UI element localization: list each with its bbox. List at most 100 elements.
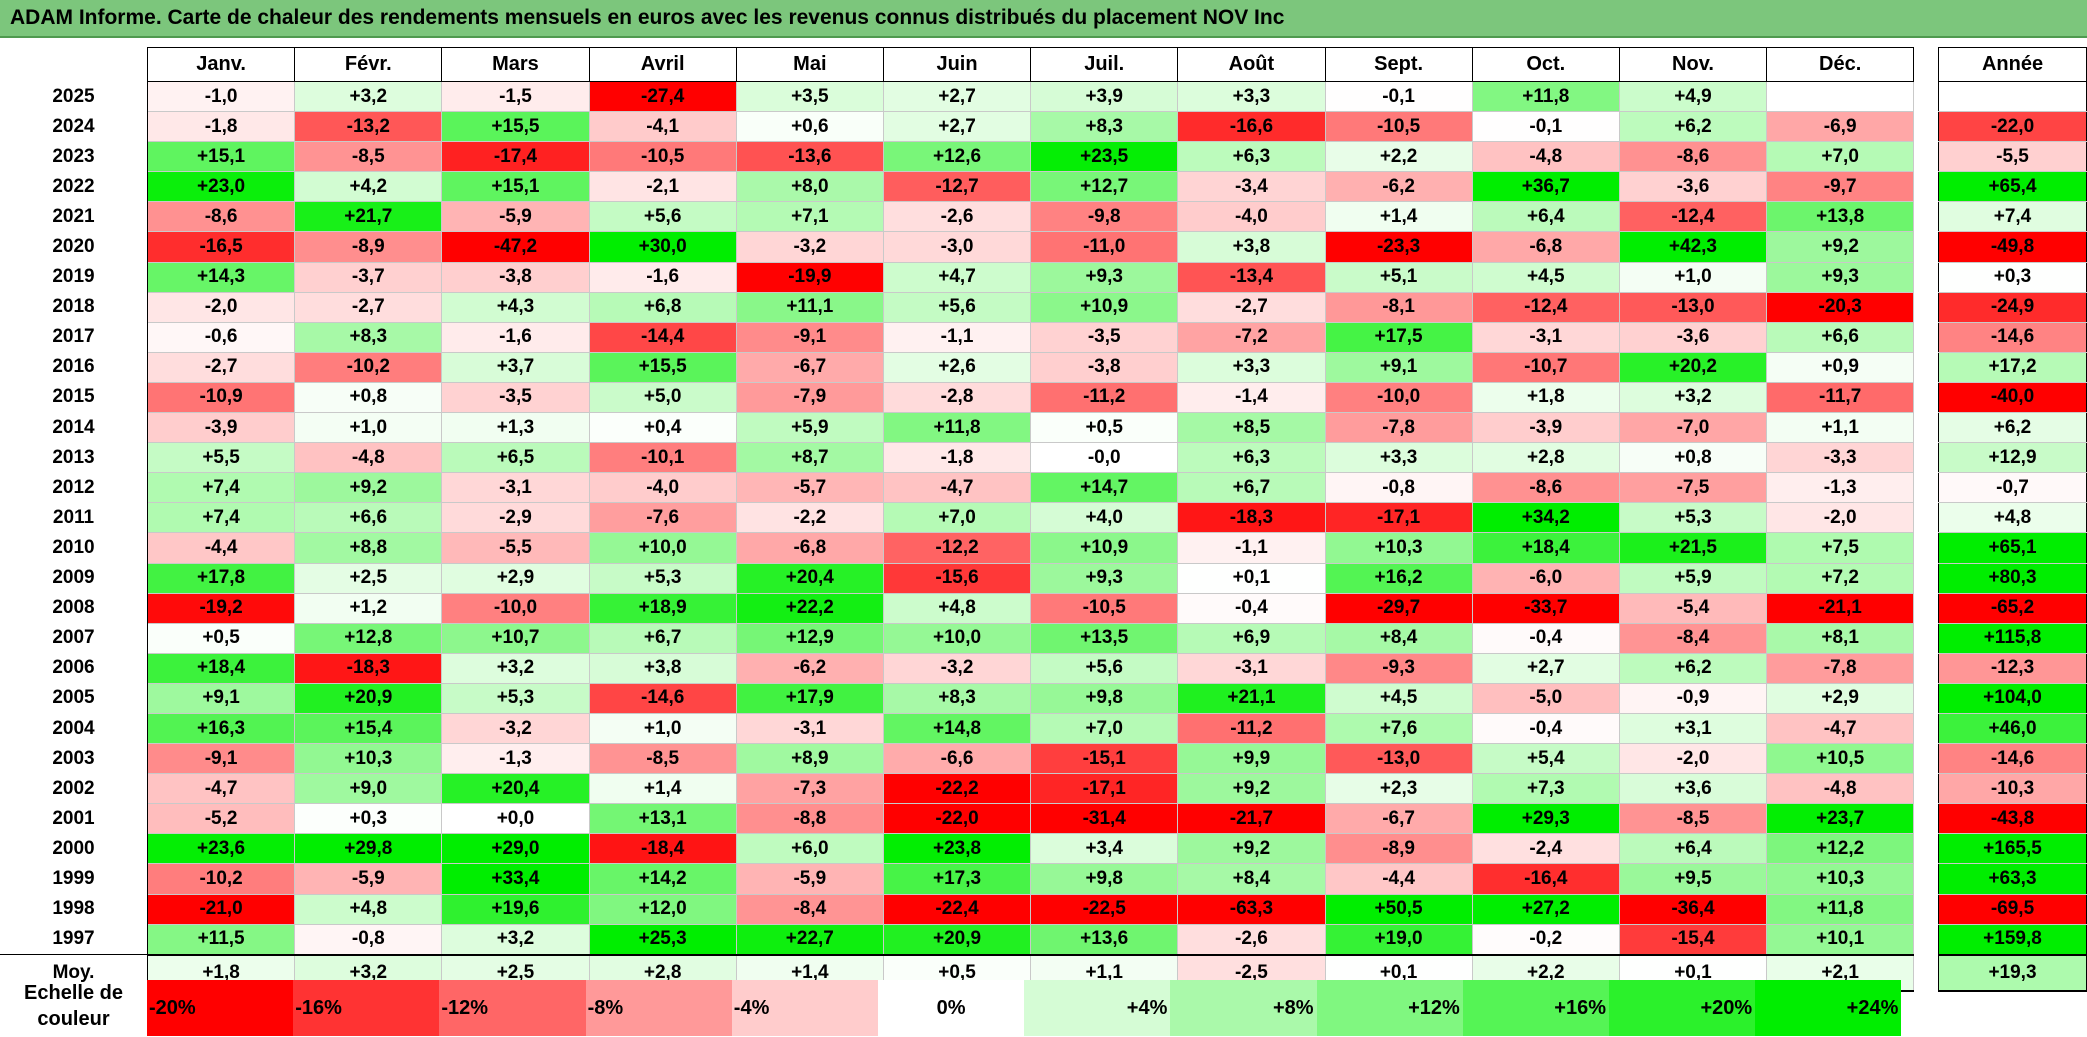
heatmap-cell: +10,7 — [441, 622, 590, 654]
heatmap-cell: +10,3 — [294, 743, 443, 775]
table-row: 2020 -16,5 -8,9 -47,2 +30,0 -3,2 -3,0 -11,0 +3,8… — [0, 231, 1915, 263]
table-row: 2008 -19,2 +1,2 -10,0 +18,9 +22,2 +4,8 -10,5 -0,… — [0, 592, 1915, 624]
annual-average-cell: +19,3 — [1938, 953, 2087, 992]
heatmap-cell: -7,6 — [588, 502, 737, 534]
heatmap-cell: -13,0 — [1324, 743, 1473, 775]
year-label: 2010 — [0, 532, 148, 563]
heatmap-cell: +8,7 — [735, 442, 884, 474]
heatmap-cell: -22,5 — [1030, 893, 1179, 925]
heatmap-cell: +10,3 — [1324, 532, 1473, 564]
heatmap-cell: +20,4 — [735, 562, 884, 594]
table-row: 1999 -10,2 -5,9 +33,4 +14,2 -5,9 +17,3 +9,8 +8,4… — [0, 863, 1915, 895]
heatmap-cell: +3,2 — [441, 923, 590, 956]
table-row: 2010 -4,4 +8,8 -5,5 +10,0 -6,8 -12,2 +10,9 -1,1 +… — [0, 532, 1915, 564]
heatmap-cell: -0,1 — [1471, 111, 1620, 143]
month-header: Avril — [588, 47, 737, 82]
heatmap-cell: +3,3 — [1324, 442, 1473, 474]
table-row: 2022 +23,0 +4,2 +15,1 -2,1 +8,0 -12,7 +12,7 -3,4… — [0, 171, 1915, 203]
heatmap-cell: +20,4 — [441, 773, 590, 805]
heatmap-cell: -0,1 — [1324, 80, 1473, 113]
heatmap-cell: +4,2 — [294, 171, 443, 203]
heatmap-cell: +36,7 — [1471, 171, 1620, 203]
heatmap-cell: -63,3 — [1177, 893, 1326, 925]
annual-cell: +80,3 — [1938, 562, 2087, 594]
heatmap-cell: +5,5 — [146, 442, 296, 474]
heatmap-cell: +3,7 — [441, 351, 590, 383]
heatmap-cell: -7,8 — [1766, 652, 1915, 684]
year-label: 2012 — [0, 472, 148, 503]
heatmap-cell: +4,0 — [1030, 502, 1179, 534]
annual-cell: +65,4 — [1938, 171, 2087, 203]
heatmap-cell: +10,9 — [1030, 532, 1179, 564]
heatmap-cell: +1,0 — [588, 712, 737, 745]
heatmap-cell: -5,2 — [146, 803, 296, 835]
heatmap-cell: +3,8 — [588, 652, 737, 684]
heatmap-cell: +6,7 — [1177, 472, 1326, 504]
heatmap-cell: -16,4 — [1471, 863, 1620, 895]
annual-cell: +104,0 — [1938, 682, 2087, 714]
heatmap-cell: -4,4 — [1324, 863, 1473, 895]
heatmap-cell: -4,7 — [1766, 712, 1915, 745]
heatmap-cell: +7,4 — [146, 472, 296, 504]
heatmap-cell: +6,6 — [294, 502, 443, 534]
heatmap-table: Janv. Févr. Mars Avril Mai Juin Juil. Août Sept.… — [0, 47, 1915, 992]
heatmap-cell: -9,7 — [1766, 171, 1915, 203]
month-header: Juil. — [1030, 47, 1179, 82]
heatmap-cell: +18,9 — [588, 592, 737, 624]
heatmap-cell: +9,3 — [1766, 261, 1915, 293]
heatmap-cell: -18,3 — [1177, 502, 1326, 534]
heatmap-cell: +14,3 — [146, 261, 296, 293]
heatmap-cell: +23,8 — [882, 833, 1032, 865]
year-label: 2005 — [0, 683, 148, 714]
annual-table: Année -22,0 -5,5 +65,4 +7,4 -49,8 +0,3 -24,9 -1… — [1938, 47, 2087, 992]
table-row: 2007 +0,5 +12,8 +10,7 +6,7 +12,9 +10,0 +13,5 +6,… — [0, 622, 1915, 654]
heatmap-cell: -0,8 — [294, 923, 443, 956]
heatmap-cell: +11,8 — [1471, 80, 1620, 113]
heatmap-cell: -8,1 — [1324, 291, 1473, 323]
table-row: 2024 -1,8 -13,2 +15,5 -4,1 +0,6 +2,7 +8,3 -16,6-… — [0, 111, 1915, 143]
scale-swatch: +4% — [1024, 980, 1171, 1036]
heatmap-cell: -3,5 — [441, 381, 590, 414]
heatmap-cell: -4,0 — [588, 472, 737, 504]
heatmap-cell: +9,0 — [294, 773, 443, 805]
heatmap-cell: +12,8 — [294, 622, 443, 654]
color-scale: -20% -16% -12% -8% -4% 0% +4% +8% +12% +16% +20% +2… — [147, 980, 1902, 1036]
table-row: 2009 +17,8 +2,5 +2,9 +5,3 +20,4 -15,6 +9,3 +0,1 +… — [0, 562, 1915, 594]
annual-cell: +12,9 — [1938, 442, 2087, 474]
heatmap-cell: -3,7 — [294, 261, 443, 293]
annual-cell: -14,6 — [1938, 321, 2087, 353]
heatmap-cell: -2,4 — [1471, 833, 1620, 865]
annual-cell — [1938, 80, 2087, 113]
heatmap-cell: +3,4 — [1030, 833, 1179, 865]
scale-swatch: +16% — [1462, 980, 1609, 1036]
heatmap-cell: -8,6 — [1618, 141, 1768, 173]
heatmap-cell: +8,5 — [1177, 412, 1326, 444]
year-label: 2011 — [0, 502, 148, 533]
heatmap-cell: +3,2 — [1618, 381, 1768, 414]
heatmap-cell: +6,2 — [1618, 652, 1768, 684]
color-scale-label: Echelle de couleur — [0, 980, 147, 1032]
heatmap-cell: +0,5 — [146, 622, 296, 654]
heatmap-cell: +15,5 — [441, 111, 590, 143]
heatmap-cell: +8,4 — [1324, 622, 1473, 654]
heatmap-cell: -7,3 — [735, 773, 884, 805]
heatmap-cell: +3,3 — [1177, 351, 1326, 383]
heatmap-cell: +9,8 — [1030, 682, 1179, 714]
heatmap-cell: +0,8 — [1618, 442, 1768, 474]
heatmap-cell: +7,6 — [1324, 712, 1473, 745]
heatmap-cell: +23,5 — [1030, 141, 1179, 173]
heatmap-cell: +7,5 — [1766, 532, 1915, 564]
annual-row: -69,5 — [1938, 893, 2087, 925]
table-row: 2003 -9,1 +10,3 -1,3 -8,5 +8,9 -6,6 -15,1 +9,9 -1… — [0, 743, 1915, 775]
month-header: Janv. — [146, 47, 296, 82]
heatmap-cell: -10,9 — [146, 381, 296, 414]
average-label: Moy. — [0, 954, 148, 991]
heatmap-cell: +8,3 — [294, 321, 443, 353]
annual-cell: +6,2 — [1938, 412, 2087, 444]
heatmap-cell: -10,1 — [588, 442, 737, 474]
heatmap-cell: -6,0 — [1471, 562, 1620, 594]
heatmap-cell: -7,9 — [735, 381, 884, 414]
heatmap-cell: +18,4 — [146, 652, 296, 684]
page-title: ADAM Informe. Carte de chaleur des rende… — [10, 6, 1285, 29]
heatmap-cell: +2,2 — [1324, 141, 1473, 173]
